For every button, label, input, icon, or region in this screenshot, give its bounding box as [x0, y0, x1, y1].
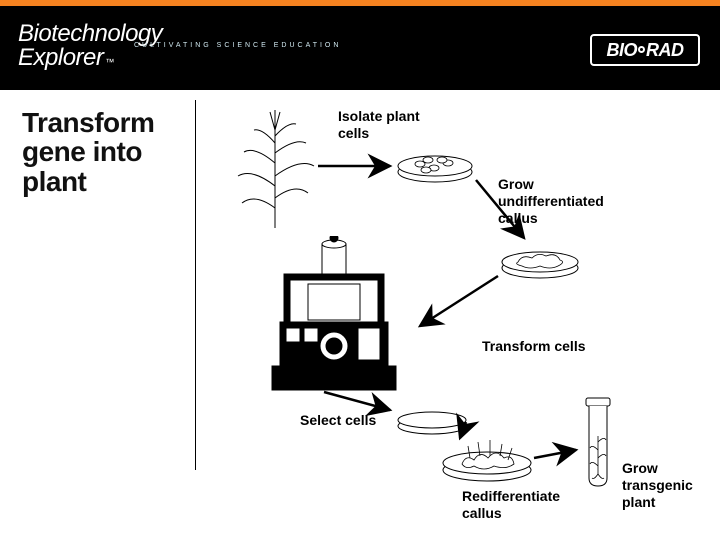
- trademark: ™: [105, 57, 114, 67]
- company-text-rad: RAD: [646, 40, 684, 60]
- flow-arrows: [0, 90, 720, 540]
- logo-dot-icon: [638, 46, 645, 53]
- company-text-bio: BIO: [606, 40, 637, 60]
- brand-logo: Biotechnology Explorer ™ CULTIVATING SCI…: [18, 20, 162, 72]
- brand-line2-text: Explorer: [18, 44, 103, 72]
- content-area: Transform gene into plant Isolate plant …: [0, 90, 720, 540]
- company-logo: BIO RAD: [590, 34, 700, 66]
- brand-tagline: CULTIVATING SCIENCE EDUCATION: [134, 42, 341, 49]
- header-bar: Biotechnology Explorer ™ CULTIVATING SCI…: [0, 0, 720, 90]
